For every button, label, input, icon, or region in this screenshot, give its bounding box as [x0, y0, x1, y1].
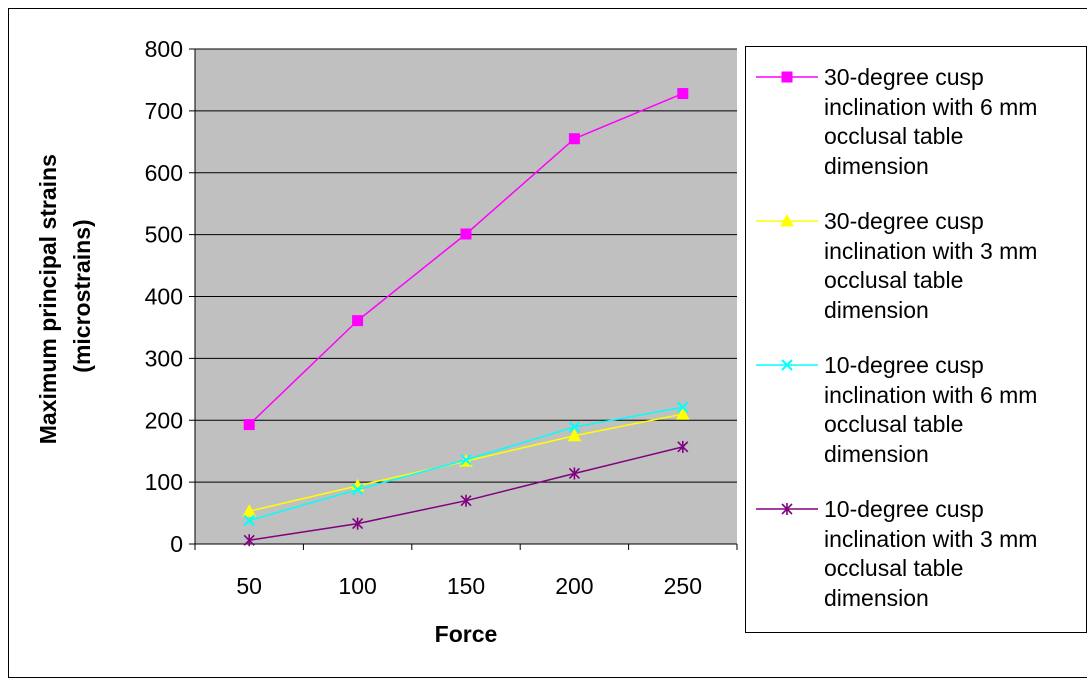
data-point: [677, 401, 689, 413]
y-tick-label: 400: [145, 284, 183, 310]
data-point: [568, 133, 580, 145]
y-axis-label-line-2: (microstrains): [69, 219, 95, 372]
x-tick-labels: 50 100 150 200 250: [236, 573, 702, 599]
legend-label-4: 10-degree cusp inclination with 3 mm occ…: [824, 495, 1086, 613]
legend-label-2-line-3: occlusal table: [824, 267, 964, 293]
legend-marker: [781, 503, 793, 515]
data-point: [675, 407, 690, 420]
y-tick-label: 600: [145, 160, 183, 186]
legend-label-2-line-2: inclination with 3 mm: [824, 237, 1038, 264]
series-group: [242, 88, 690, 547]
data-point: [352, 315, 364, 327]
legend-swatch-1: [756, 71, 818, 83]
legend-entry-4: 10-degree cusp inclination with 3 mm occ…: [746, 495, 1086, 639]
legend-label-4-line-2: inclination with 3 mm: [824, 525, 1038, 552]
x-axis-label: Force: [435, 621, 498, 647]
legend-entry-3: 10-degree cusp inclination with 6 mm occ…: [746, 351, 1086, 495]
y-tick-label: 0: [170, 531, 183, 557]
legend-label-3-line-3: occlusal table: [824, 411, 964, 437]
data-point: [460, 454, 472, 466]
x-tick-label: 100: [338, 573, 376, 599]
x-tick-label: 50: [236, 573, 262, 599]
data-point: [352, 517, 364, 530]
y-tick-label: 100: [145, 469, 183, 495]
y-axis-label: Maximum principal strains (microstrains): [35, 148, 95, 445]
legend-swatch-2: [756, 213, 818, 227]
legend-label-4-line-4: dimension: [824, 584, 929, 611]
legend-label-2-line-1: 30-degree cusp: [824, 208, 984, 234]
y-tick-labels: 0 100 200 300 400 500 600 700 800: [145, 36, 183, 557]
legend-label-3: 10-degree cusp inclination with 6 mm occ…: [824, 351, 1086, 469]
data-point: [677, 440, 689, 453]
series-1: [243, 88, 689, 431]
legend-marker: [781, 71, 793, 83]
legend-label-1-line-2: inclination with 6 mm: [824, 93, 1038, 120]
y-tick-label: 300: [145, 345, 183, 371]
legend-label-1-line-4: dimension: [824, 152, 929, 179]
x-tick-label: 200: [555, 573, 593, 599]
legend-label-4-line-3: occlusal table: [824, 555, 964, 581]
legend-marker: [780, 213, 794, 227]
y-tick-label: 200: [145, 407, 183, 433]
x-tick-label: 150: [447, 573, 485, 599]
legend-label-1-line-1: 30-degree cusp: [824, 64, 984, 90]
legend-entry-2: 30-degree cusp inclination with 3 mm occ…: [746, 207, 1086, 351]
data-point: [568, 467, 580, 480]
data-point: [351, 483, 364, 496]
y-axis-label-line-1: Maximum principal strains: [35, 154, 61, 444]
legend-swatch-4: [756, 503, 818, 515]
y-tick-label: 800: [145, 36, 183, 62]
legend-label-4-line-1: 10-degree cusp: [824, 496, 984, 522]
data-point: [242, 504, 257, 517]
data-point: [243, 419, 255, 431]
data-point: [460, 494, 472, 507]
legend-marker: [781, 359, 793, 371]
legend-label-3-line-1: 10-degree cusp: [824, 352, 984, 378]
legend-swatch-3: [756, 359, 818, 371]
legend-label-2-line-4: dimension: [824, 296, 929, 323]
legend: 30-degree cusp inclination with 6 mm occ…: [745, 46, 1087, 633]
data-point: [460, 228, 472, 240]
legend-label-2: 30-degree cusp inclination with 3 mm occ…: [824, 207, 1086, 325]
legend-label-1: 30-degree cusp inclination with 6 mm occ…: [824, 63, 1086, 181]
data-point: [567, 428, 582, 442]
axes: [189, 48, 738, 550]
x-tick-label: 250: [664, 573, 702, 599]
series-3: [243, 401, 689, 527]
legend-label-1-line-3: occlusal table: [824, 123, 964, 149]
data-point: [243, 514, 255, 527]
legend-entry-1: 30-degree cusp inclination with 6 mm occ…: [746, 63, 1086, 207]
y-tick-label: 500: [145, 222, 183, 248]
series-4: [243, 440, 689, 547]
data-point: [677, 88, 689, 100]
legend-label-3-line-4: dimension: [824, 440, 929, 467]
data-point: [568, 421, 581, 433]
data-point: [243, 534, 255, 547]
legend-label-3-line-2: inclination with 6 mm: [824, 381, 1038, 408]
y-tick-label: 700: [145, 98, 183, 124]
